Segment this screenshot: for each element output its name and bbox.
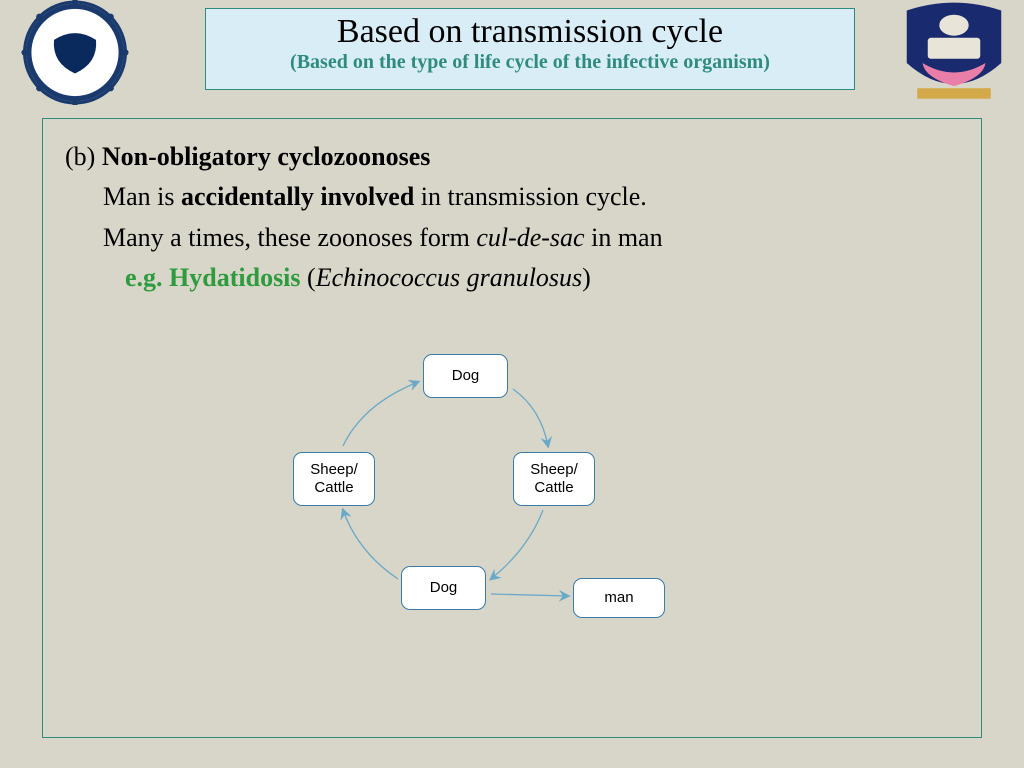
node-dog-bottom: Dog	[401, 566, 486, 610]
example-species: Echinococcus granulosus	[316, 263, 582, 292]
edge-dog-top-sheep-right	[513, 389, 548, 446]
edge-sheep-right-dog-bottom	[491, 510, 543, 579]
node-sheep-left: Sheep/Cattle	[293, 452, 375, 506]
section-heading: Non-obligatory cyclozoonoses	[102, 142, 431, 171]
header-banner: Based on transmission cycle (Based on th…	[205, 8, 855, 90]
node-dog-top: Dog	[423, 354, 508, 398]
line-2: Many a times, these zoonoses form cul-de…	[65, 218, 959, 258]
heading-line: (b) Non-obligatory cyclozoonoses	[65, 137, 959, 177]
edge-dog-bottom-man	[491, 594, 568, 596]
example-line: e.g. Hydatidosis (Echinococcus granulosu…	[65, 258, 959, 298]
line-1: Man is accidentally involved in transmis…	[65, 177, 959, 217]
cycle-diagram: Dog Sheep/Cattle Dog Sheep/Cattle man	[223, 334, 743, 694]
left-emblem	[10, 0, 140, 105]
edge-dog-bottom-sheep-left	[343, 510, 398, 579]
node-man: man	[573, 578, 665, 618]
page-subtitle: (Based on the type of life cycle of the …	[206, 51, 854, 74]
label-b: (b)	[65, 142, 102, 171]
right-emblem	[889, 0, 1019, 105]
example-label: e.g. Hydatidosis	[125, 263, 301, 292]
edge-sheep-left-dog-top	[343, 382, 418, 446]
page-title: Based on transmission cycle	[206, 13, 854, 51]
content-frame: (b) Non-obligatory cyclozoonoses Man is …	[42, 118, 982, 738]
node-sheep-right: Sheep/Cattle	[513, 452, 595, 506]
